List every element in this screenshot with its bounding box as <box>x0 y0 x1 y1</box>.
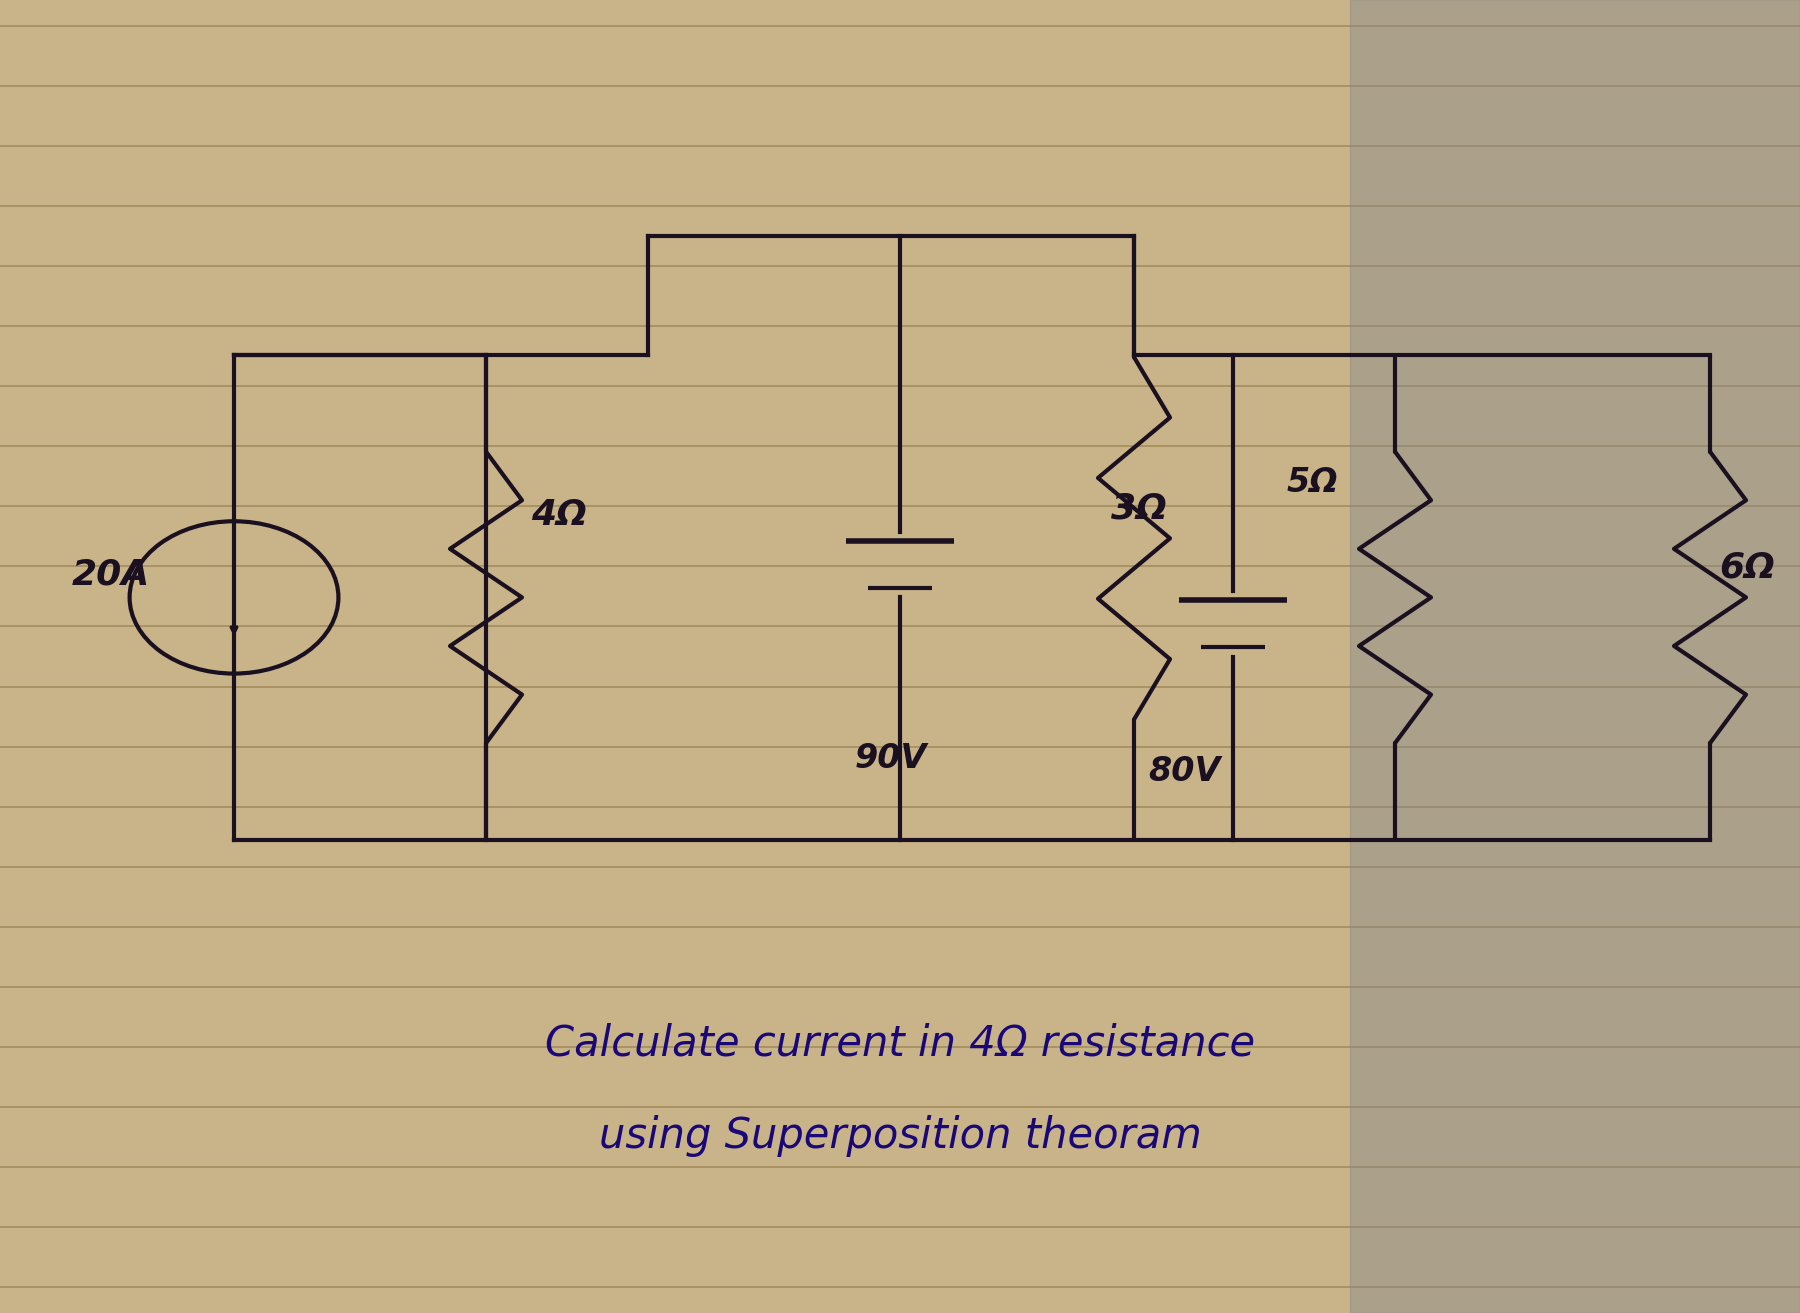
Text: 80V: 80V <box>1148 755 1220 788</box>
Text: 6Ω: 6Ω <box>1719 550 1775 584</box>
Text: 4Ω: 4Ω <box>531 498 587 532</box>
Text: 20A: 20A <box>72 557 149 591</box>
Bar <box>1350 0 1800 1313</box>
Text: 90V: 90V <box>855 742 927 775</box>
Text: 3Ω: 3Ω <box>1111 491 1166 525</box>
Text: 5Ω: 5Ω <box>1287 466 1339 499</box>
Text: using Superposition theoram: using Superposition theoram <box>599 1115 1201 1157</box>
Text: Calculate current in 4Ω resistance: Calculate current in 4Ω resistance <box>545 1023 1255 1065</box>
